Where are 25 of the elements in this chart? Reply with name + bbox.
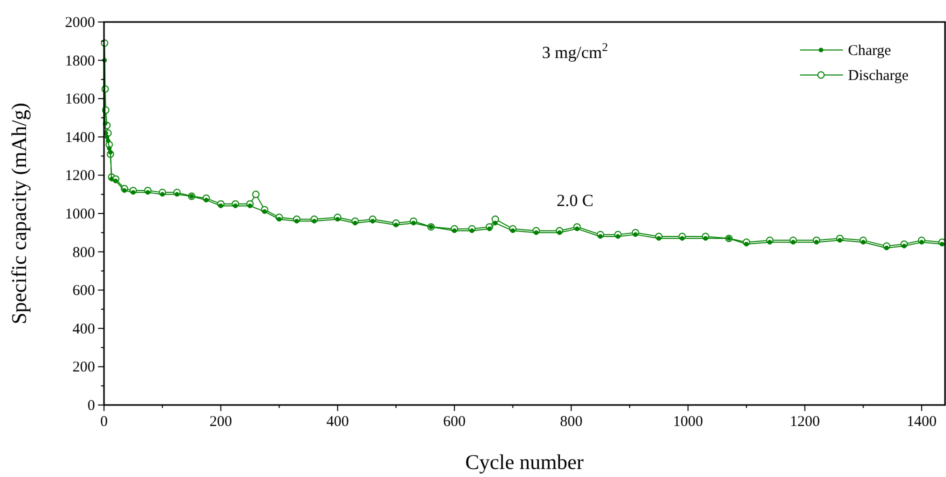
x-tick-label: 1400	[906, 414, 937, 430]
y-tick-label: 200	[72, 360, 95, 376]
y-tick-label: 600	[72, 283, 95, 300]
y-tick-label: 1200	[65, 168, 95, 184]
y-tick-label: 1000	[65, 206, 95, 222]
annotation: 2.0 C	[556, 191, 594, 210]
annotation: 3 mg/cm$^{2}$	[542, 40, 608, 62]
legend-label: Discharge	[848, 68, 909, 84]
x-tick-label: 800	[560, 414, 582, 430]
x-tick-label: 400	[326, 414, 349, 430]
x-axis-title: Cycle number	[465, 450, 584, 474]
x-tick-label: 1000	[673, 414, 704, 430]
legend-label: Charge	[848, 43, 892, 59]
y-tick-label: 1600	[65, 92, 95, 108]
y-tick-label: 1400	[65, 130, 95, 146]
y-axis-title: Specific capacity (mAh/g)	[7, 102, 31, 324]
x-tick-label: 0	[100, 414, 108, 430]
x-tick-label: 600	[443, 414, 466, 430]
x-tick-label: 200	[210, 414, 232, 430]
y-tick-label: 800	[72, 244, 95, 261]
y-tick-label: 1800	[65, 53, 95, 70]
y-tick-label: 0	[88, 398, 95, 414]
x-tick-label: 1200	[790, 414, 820, 430]
y-tick-label: 400	[72, 321, 95, 338]
y-tick-label: 2000	[65, 15, 95, 31]
